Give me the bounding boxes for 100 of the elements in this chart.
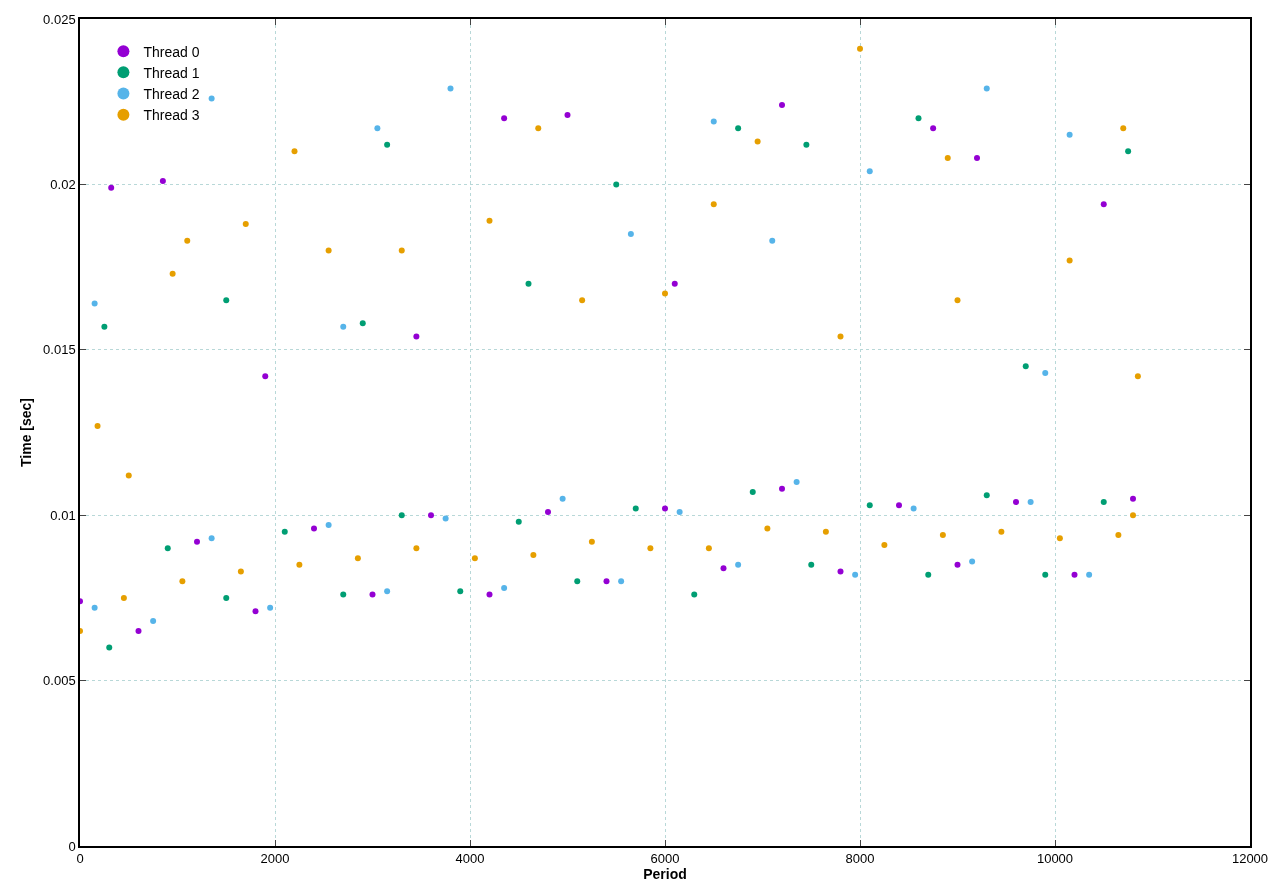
point [535,125,542,132]
point [837,333,844,340]
point [398,512,405,519]
point [930,125,937,132]
point [579,297,586,304]
point [164,545,171,552]
point [808,561,815,568]
legend-label: Thread 0 [143,43,200,60]
point [735,125,742,132]
point [866,168,873,175]
point [281,528,288,535]
point [559,495,566,502]
x-tick-label: 12000 [1231,851,1269,867]
y-tick-label: 0.005 [43,673,76,689]
point [135,627,142,634]
point [857,45,863,52]
y-axis-title: Time [sec] [18,398,35,467]
point [603,578,610,585]
point [896,502,902,509]
point [447,85,454,92]
point [384,588,391,595]
point [881,541,888,548]
point [671,280,678,287]
y-tick-label: 0.01 [50,507,76,523]
point [1130,512,1136,519]
point [779,102,785,109]
point [1134,373,1141,380]
point [837,568,844,575]
point [159,178,166,185]
point [944,154,951,161]
y-tick-label: 0.025 [43,11,76,27]
point [983,85,990,92]
point [1022,363,1029,370]
point [296,561,303,568]
point [910,505,917,512]
point [325,247,332,254]
point [428,512,434,519]
legend-label: Thread 3 [143,107,200,124]
point [925,571,932,578]
point [101,323,108,330]
point [91,604,98,611]
point [1066,131,1073,138]
point [237,568,244,575]
point [998,528,1005,535]
point [822,528,829,535]
y-tick-label: 0.015 [43,342,76,358]
point [1100,498,1107,505]
point [969,558,976,565]
point [184,237,191,244]
point [1013,498,1019,505]
point [384,141,391,148]
point [1042,369,1049,376]
point [662,505,668,512]
point [803,141,810,148]
point [208,535,215,542]
point [91,300,98,307]
point [574,578,581,585]
point [983,492,990,499]
point [1125,148,1132,155]
point [486,591,493,598]
point [769,237,776,244]
point [374,125,381,132]
point [1100,201,1107,208]
point [223,594,230,601]
point [530,551,537,558]
point [125,472,132,479]
point [179,578,186,585]
point [501,584,508,591]
point [369,591,376,598]
point [442,515,449,522]
point [954,561,961,568]
point [413,333,420,340]
legend-label: Thread 1 [143,64,200,81]
point [223,297,230,304]
point [954,297,961,304]
point [169,270,176,277]
point [106,644,113,651]
point [252,608,259,615]
point [120,594,127,601]
point [94,422,101,429]
point [1071,571,1078,578]
point [647,545,654,552]
x-tick-label: 10000 [1036,851,1074,867]
point [764,525,771,532]
point [754,138,761,145]
point [588,538,595,545]
point [852,571,859,578]
point [564,111,571,118]
x-tick-label: 2000 [260,851,290,867]
point [340,323,347,330]
point [525,280,532,287]
point [150,618,157,625]
point [267,604,274,611]
x-tick-label: 8000 [845,851,875,867]
point [501,115,508,122]
point [486,217,493,224]
point [1130,495,1136,502]
point [311,525,317,532]
point [676,508,683,515]
point [545,508,551,515]
